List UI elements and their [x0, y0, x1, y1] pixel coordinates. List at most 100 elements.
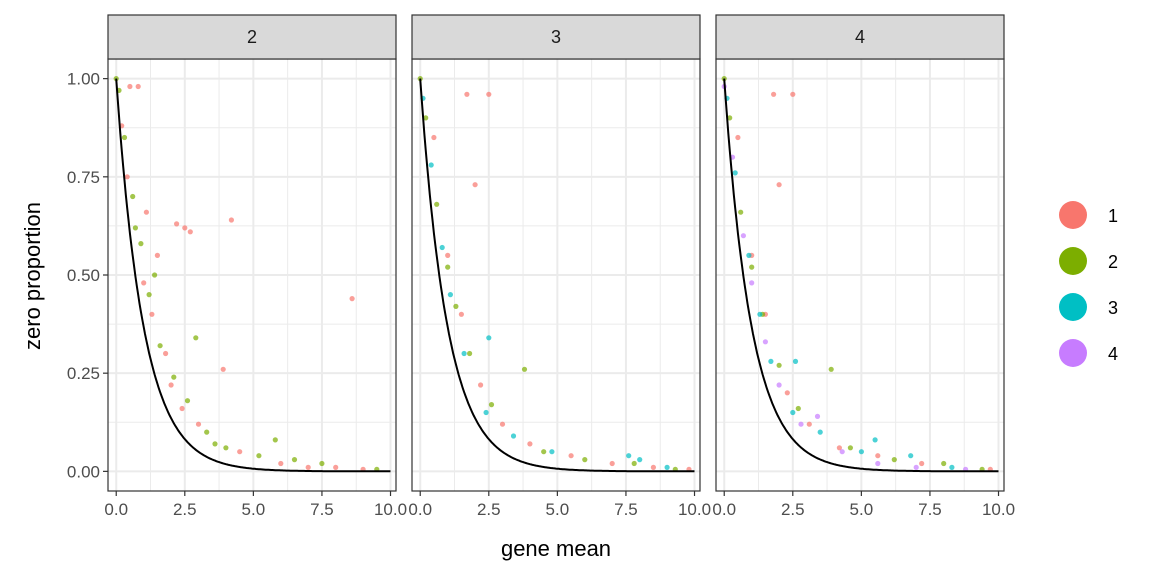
legend-label: 4	[1108, 344, 1118, 364]
data-point	[447, 292, 453, 298]
data-point	[486, 335, 492, 341]
data-point	[163, 350, 169, 357]
data-point	[740, 233, 747, 239]
data-point	[319, 460, 325, 467]
data-point	[776, 382, 782, 388]
data-point	[582, 457, 588, 463]
x-tick-label: 7.5	[310, 500, 334, 519]
data-point	[784, 390, 790, 396]
data-point	[762, 339, 769, 345]
data-point	[272, 437, 278, 443]
data-point	[650, 464, 657, 470]
data-point	[858, 449, 865, 455]
legend: 1 2 3 4	[1059, 201, 1118, 367]
x-tick-label: 2.5	[781, 500, 805, 519]
facet-strip-label: 3	[551, 27, 561, 47]
x-tick-label: 7.5	[918, 500, 942, 519]
data-point	[212, 441, 218, 447]
data-point	[790, 91, 796, 97]
y-tick-label: 0.50	[67, 266, 100, 285]
facet-strip	[107, 14, 397, 60]
data-point	[179, 405, 185, 412]
x-tick-label: 0.0	[712, 500, 736, 519]
data-point	[792, 358, 799, 364]
data-point	[891, 457, 897, 463]
data-point	[626, 453, 632, 459]
data-point	[138, 241, 144, 247]
facet-strip	[715, 14, 1005, 60]
reference-curve	[723, 78, 999, 473]
data-point	[478, 382, 484, 388]
x-tick-label: 2.5	[477, 500, 501, 519]
data-point	[913, 464, 919, 470]
data-point	[220, 366, 226, 372]
data-point	[814, 413, 821, 419]
data-point	[445, 252, 451, 258]
data-point	[149, 311, 155, 317]
data-point	[124, 174, 130, 180]
legend-key-3	[1059, 293, 1087, 321]
data-point	[768, 358, 774, 364]
x-tick-label: 0.0	[408, 500, 432, 519]
data-point	[483, 409, 489, 416]
legend-key-1	[1059, 201, 1087, 229]
data-point	[141, 280, 147, 286]
legend-label: 3	[1108, 298, 1118, 318]
data-point	[637, 457, 643, 463]
data-point	[237, 449, 243, 455]
data-point	[472, 182, 478, 188]
legend-label: 2	[1108, 252, 1118, 272]
data-point	[423, 115, 429, 121]
data-point	[631, 460, 637, 467]
facet-strip-label: 2	[247, 27, 257, 47]
data-point	[527, 441, 533, 447]
data-point	[735, 134, 741, 141]
facet-panel-3: 3 0.0 2.5 5.0 7.5 10.0	[408, 14, 711, 519]
data-point	[121, 134, 128, 141]
data-point	[738, 209, 744, 215]
data-point	[828, 366, 834, 372]
data-point	[184, 398, 191, 404]
data-point	[776, 182, 782, 188]
data-point	[541, 449, 547, 455]
data-point	[135, 83, 141, 90]
series-2	[113, 76, 380, 472]
data-point	[333, 464, 339, 470]
data-point	[193, 335, 199, 341]
data-point	[228, 217, 234, 223]
data-point	[453, 303, 459, 309]
data-point	[757, 311, 763, 317]
x-axis-title: gene mean	[501, 536, 611, 561]
data-point	[434, 201, 440, 207]
data-point	[847, 445, 854, 451]
reference-curve	[419, 78, 695, 473]
data-point	[130, 193, 136, 200]
data-point	[875, 453, 881, 459]
data-point	[549, 449, 555, 455]
data-point	[817, 429, 823, 435]
data-point	[467, 350, 473, 357]
series-3	[420, 95, 670, 470]
data-point	[749, 280, 755, 286]
data-point	[458, 311, 464, 317]
data-point	[732, 170, 738, 176]
data-point	[195, 421, 202, 427]
x-tick-label: 10.0	[678, 500, 711, 519]
data-point	[349, 296, 355, 302]
data-point	[836, 445, 843, 451]
data-point	[776, 362, 782, 368]
data-point	[132, 225, 138, 231]
data-point	[919, 460, 925, 467]
data-point	[143, 209, 149, 215]
data-point	[510, 433, 517, 439]
y-tick-label: 0.00	[67, 462, 100, 481]
series-1	[431, 91, 692, 472]
data-point	[749, 264, 755, 270]
data-point	[305, 464, 311, 470]
data-point	[174, 221, 180, 227]
data-point	[771, 91, 777, 97]
data-point	[439, 244, 445, 251]
x-tick-label: 5.0	[850, 500, 874, 519]
data-point	[941, 460, 947, 467]
facet-strip	[411, 14, 701, 60]
